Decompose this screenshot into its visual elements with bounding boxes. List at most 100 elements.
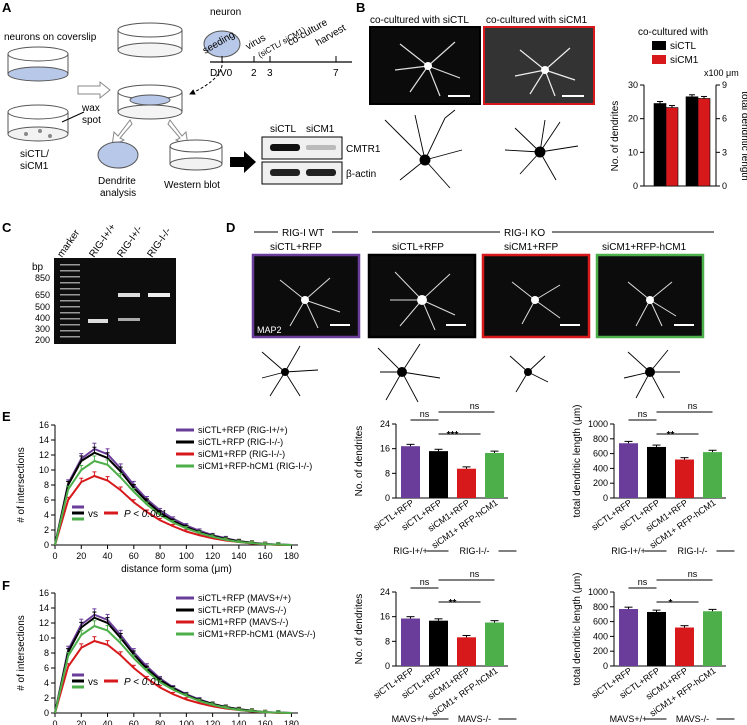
siCTL-siCM1-label-2: siCM1 — [20, 161, 49, 172]
sholl-xtick-label: 100 — [179, 719, 194, 725]
b-left-tick-label: 10 — [628, 147, 638, 157]
sholl-ytick-label: 10 — [39, 465, 49, 475]
blot-actin: β-actin — [346, 169, 376, 180]
bar-mark — [675, 459, 694, 498]
siCTL-siCM1-label-1: siCTL/ — [20, 149, 49, 160]
sholl-ylabel: # of intersections — [16, 447, 27, 523]
bar-mark — [647, 611, 666, 666]
dendrite-label-1: Dendrite — [98, 176, 136, 187]
sholl-xtick-label: 0 — [52, 719, 57, 725]
sholl-ytick-label: 14 — [39, 435, 49, 445]
bar-ytick-label: 200 — [593, 478, 608, 488]
bar-ytick-label: 600 — [593, 449, 608, 459]
bar-mark — [647, 446, 666, 498]
bar-mark — [429, 620, 448, 666]
bar-ytick-label: 400 — [593, 463, 608, 473]
legend-siCM1: siCM1 — [670, 55, 699, 66]
bar-mark — [619, 443, 638, 498]
panel-c: C marker RIG-I+/+ RIG-I+/- RIG-I-/- bp 8… — [2, 220, 176, 345]
sholl-ytick-label: 14 — [39, 603, 49, 613]
genotype-label-1: RIG-I+/+ — [611, 546, 646, 556]
rig-wt-label: RIG-I WT — [282, 228, 324, 239]
bar-mark — [485, 622, 504, 666]
blot-siCTL: siCTL — [270, 124, 297, 135]
sholl-xtick-label: 80 — [155, 551, 165, 561]
panel-label-a: A — [2, 0, 12, 15]
sholl-xtick-label: 160 — [258, 719, 273, 725]
bp-300: 300 — [35, 324, 50, 334]
panel-f: F 0246810121416020406080100120140160180d… — [2, 569, 735, 725]
chart-b: 0 10 20 30 0 3 6 9 No. of dendrites total dendrit… — [610, 80, 747, 191]
panel-label-c: C — [2, 220, 12, 235]
d-tracing-2 — [377, 343, 441, 403]
gel-marker-label: marker — [55, 227, 82, 259]
sholl-xtick-label: 180 — [284, 719, 299, 725]
black-arrow — [230, 151, 256, 173]
bar-ytick-label: 16 — [380, 612, 390, 622]
sig-ns1: ns — [420, 409, 430, 419]
sig-stars: * — [669, 598, 673, 609]
sholl-chart-f: 0246810121416020406080100120140160180dis… — [16, 588, 316, 725]
bar-ylabel: total dendritic length (μm) — [572, 572, 583, 685]
genotype-label-2: RIG-I-/- — [460, 546, 490, 556]
sholl-series-line — [54, 459, 292, 546]
panel-label-e: E — [2, 409, 11, 424]
bar-mark — [457, 468, 476, 498]
sig-stars: ** — [667, 430, 675, 441]
img-right-title: co-cultured with siCM1 — [486, 15, 588, 26]
sholl-xtick-label: 80 — [155, 719, 165, 725]
tracing-siCTL — [384, 109, 463, 189]
dish-coculture — [117, 22, 183, 120]
bp-500: 500 — [35, 302, 50, 312]
genotype-label-1: MAVS+/+ — [610, 714, 648, 724]
bp-850: 850 — [35, 273, 50, 283]
neuron-label: neuron — [210, 7, 241, 18]
sig-ns2: ns — [688, 401, 698, 411]
sholl-legend-label: siCM1+RFP (MAVS-/-) — [198, 617, 288, 627]
blot-cmtr1: CMTR1 — [346, 144, 381, 155]
genotype-label-2: MAVS-/- — [458, 714, 491, 724]
bar-ytick-label: 16 — [380, 444, 390, 454]
legend-siCTL: siCTL — [670, 41, 697, 52]
panel-label-b: B — [356, 0, 365, 15]
vs-text: vs — [88, 509, 98, 520]
b-right-tick-label: 0 — [722, 181, 727, 191]
b-bar — [697, 98, 711, 187]
sholl-xtick-label: 100 — [179, 551, 194, 561]
blot-siCM1: siCM1 — [306, 124, 335, 135]
dish-western — [169, 139, 223, 171]
d-tracing-4 — [623, 349, 680, 399]
d-img2-title: siCTL+RFP — [392, 242, 444, 253]
bar-mark — [703, 611, 722, 666]
sholl-xtick-label: 20 — [76, 719, 86, 725]
vs-text: vs — [88, 677, 98, 688]
genotype-label-2: MAVS-/- — [676, 714, 709, 724]
bar-ytick-label: 0 — [385, 661, 390, 671]
sholl-ytick-label: 12 — [39, 618, 49, 628]
sholl-xtick-label: 120 — [205, 551, 220, 561]
sholl-xtick-label: 180 — [284, 551, 299, 561]
bar-mark — [485, 452, 504, 498]
sig-ns2: ns — [470, 401, 480, 411]
bar-ytick-label: 1000 — [588, 419, 608, 429]
sholl-xtick-label: 120 — [205, 719, 220, 725]
bar-chart-e-length: 0 200 400 600 800 1000 total dendritic length … — [572, 401, 735, 556]
bar-ytick-label: 800 — [593, 434, 608, 444]
rig-ko-label: RIG-I KO — [504, 228, 545, 239]
img-left-title: co-cultured with siCTL — [370, 15, 469, 26]
bar-ytick-label: 400 — [593, 631, 608, 641]
bp-label: bp — [32, 262, 44, 273]
sholl-ytick-label: 2 — [44, 525, 49, 535]
sholl-ytick-label: 16 — [39, 420, 49, 430]
timeline-div0: DIV0 — [210, 68, 233, 79]
map2-label: MAP2 — [257, 325, 282, 335]
bar-mark — [675, 627, 694, 666]
d-micrograph-1 — [251, 253, 361, 339]
bp-200: 200 — [35, 335, 50, 345]
legend-swatch-siCTL — [652, 41, 666, 50]
hollow-arrow-right — [77, 80, 111, 100]
